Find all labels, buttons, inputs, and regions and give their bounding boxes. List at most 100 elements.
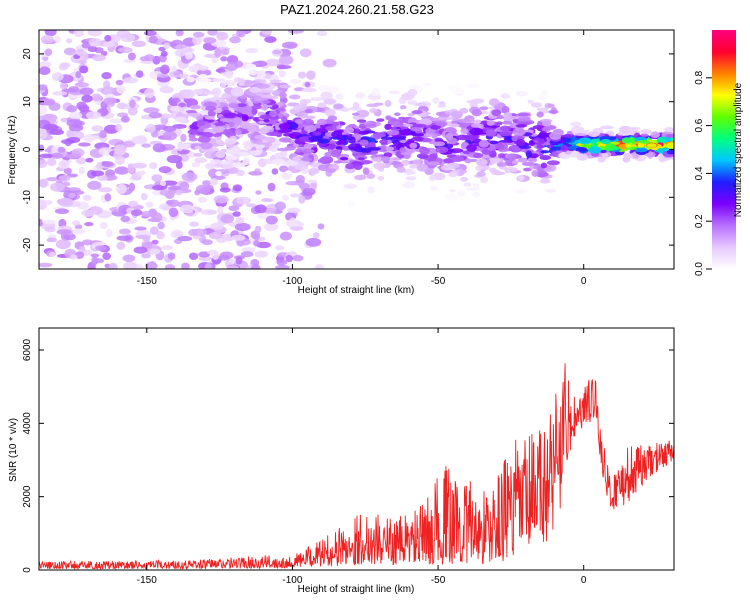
spectrogram-cell: [141, 143, 152, 148]
spectrogram-cell: [175, 189, 183, 196]
spectrogram-cell: [375, 145, 390, 152]
spectrogram-cell: [278, 55, 294, 65]
spectrogram-cell: [169, 105, 183, 112]
colorbar-tick-label: 0.6: [694, 118, 705, 132]
spectrogram-cell: [219, 118, 233, 123]
spectrogram-cell: [656, 137, 666, 143]
spectrogram-cell: [105, 93, 115, 99]
spectrogram-cell: [272, 104, 279, 109]
spectrogram-cell: [475, 165, 484, 171]
spectrogram-cell: [600, 125, 614, 130]
spectrogram-cell: [438, 113, 450, 118]
spectrogram-cell: [162, 130, 177, 141]
spectrogram-cell: [448, 171, 458, 178]
spectrogram-cell: [373, 132, 386, 138]
spectrogram-cell: [308, 168, 320, 175]
spectrogram-cell: [451, 87, 465, 95]
spectrogram-cell: [405, 176, 417, 181]
spectrogram-cell: [163, 42, 171, 50]
spectrogram-cell: [437, 116, 447, 120]
spectrogram-cell: [400, 129, 412, 136]
spectrogram-cell: [326, 168, 336, 174]
spectrogram-cell: [408, 163, 418, 169]
spectrogram-cell: [304, 81, 311, 88]
spectrogram-cell: [256, 83, 270, 89]
spectrogram-cell: [274, 245, 285, 251]
spectrogram-cell: [532, 125, 546, 130]
spectrogram-x-axis-label: Height of straight line (km): [298, 285, 415, 296]
spectrogram-cell: [407, 88, 418, 97]
spectrogram-cell: [436, 104, 447, 108]
spectrogram-cell: [335, 146, 343, 150]
spectrogram-cell: [318, 84, 332, 92]
spectrogram-cell: [539, 155, 552, 161]
spectrogram-cell: [308, 136, 321, 142]
spectrogram-cell: [97, 175, 108, 181]
spectrogram-cell: [197, 136, 211, 143]
spectrogram-cell: [253, 233, 260, 241]
spectrogram-cell: [141, 211, 152, 217]
spectrogram-cell: [497, 162, 507, 167]
spectrogram-cell: [156, 231, 165, 240]
spectrogram-cell: [148, 112, 163, 119]
spectrogram-cell: [440, 165, 455, 171]
spectrogram-cell: [237, 151, 251, 157]
spectrogram-cell: [210, 222, 224, 230]
spectrogram-cell: [67, 137, 81, 144]
spectrogram-cell: [263, 222, 279, 232]
spectrogram-cell: [54, 208, 70, 215]
spectrogram-cell: [430, 125, 441, 130]
spectrogram-cell: [478, 139, 490, 148]
spectrogram-cell: [59, 82, 67, 90]
spectrogram-cell: [54, 35, 61, 44]
spectrogram-cell: [578, 137, 593, 145]
spectrogram-cell: [39, 66, 51, 76]
spectrogram-cell: [224, 71, 234, 79]
spectrogram-cell: [460, 128, 469, 135]
spectrogram-cell: [359, 139, 369, 146]
spectrogram-cell: [302, 187, 316, 196]
spectrogram-cell: [221, 93, 231, 99]
spectrogram-cell: [185, 109, 197, 114]
spectrogram-cell: [214, 47, 222, 58]
spectrogram-cell: [269, 79, 282, 83]
spectrogram-cell: [42, 200, 53, 205]
spectrogram-cell: [244, 63, 257, 69]
spectrogram-cell: [118, 228, 131, 235]
spectrogram-cell: [189, 104, 202, 110]
spectrogram-cell: [414, 102, 428, 107]
spectrogram-cell: [448, 123, 460, 128]
spectrogram-cell: [52, 91, 68, 96]
spectrogram-cell: [560, 144, 569, 152]
spectrogram-cell: [45, 176, 59, 182]
spectrogram-cell: [407, 100, 418, 105]
spectrogram-cell: [333, 103, 344, 110]
spectrogram-cell: [482, 165, 491, 171]
spectrogram-cell: [256, 241, 271, 249]
spectrogram-cell: [292, 156, 301, 162]
spectrogram-cell: [393, 112, 401, 117]
y-tick-label: 4000: [22, 412, 33, 435]
spectrogram-cell: [204, 262, 212, 269]
spectrogram-cell: [256, 70, 267, 78]
spectrogram-cell: [212, 126, 225, 133]
x-tick-label: -100: [282, 276, 302, 287]
spectrogram-cell: [63, 167, 72, 175]
spectrogram-cell: [517, 157, 528, 163]
spectrogram-cell: [232, 184, 243, 192]
spectrogram-cell: [288, 134, 298, 138]
spectrogram-cell: [328, 143, 336, 150]
spectrogram-cell: [72, 220, 81, 226]
spectrogram-cell: [665, 134, 674, 138]
spectrogram-cell: [298, 182, 311, 190]
spectrogram-cell: [113, 150, 122, 160]
spectrogram-cell: [330, 149, 341, 158]
spectrogram-cell: [307, 179, 317, 184]
spectrogram-cell: [323, 98, 336, 105]
spectrogram-cell: [216, 31, 229, 41]
spectrogram-cell: [360, 160, 373, 164]
spectrogram-cell: [253, 239, 260, 247]
spectrogram-cell: [167, 199, 180, 208]
spectrogram-cell: [279, 149, 288, 158]
